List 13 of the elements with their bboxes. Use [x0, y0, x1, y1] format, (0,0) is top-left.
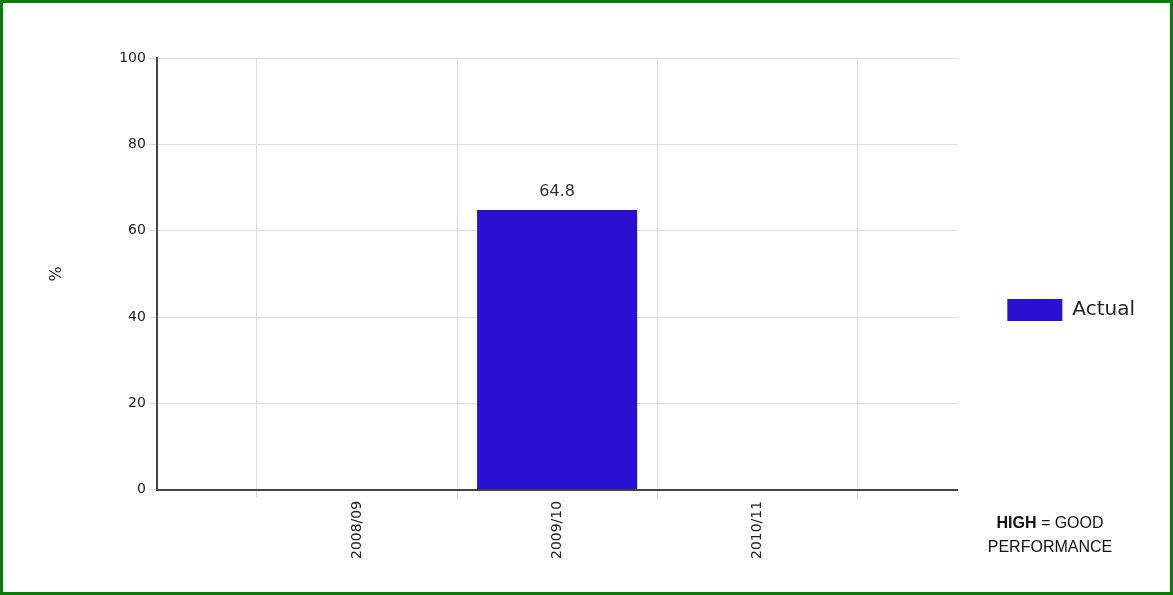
y-tick-label: 80	[128, 135, 146, 152]
x-tick-label: 2008/09	[347, 500, 364, 560]
x-tick-label: 2009/10	[547, 500, 564, 560]
y-tick-label: 60	[128, 221, 146, 238]
data-label: 64.8	[539, 181, 575, 201]
y-tick-label: 0	[137, 480, 146, 497]
y-tick-label: 40	[128, 307, 146, 324]
legend-label: Actual	[1072, 296, 1135, 321]
y-tick-label: 20	[128, 394, 146, 411]
y-tick-label: 100	[119, 48, 146, 65]
x-tick-label: 2010/11	[747, 500, 764, 560]
y-axis-title: %	[45, 266, 65, 282]
text: HIGH = GOOD PERFORMANCE	[986, 513, 1114, 557]
